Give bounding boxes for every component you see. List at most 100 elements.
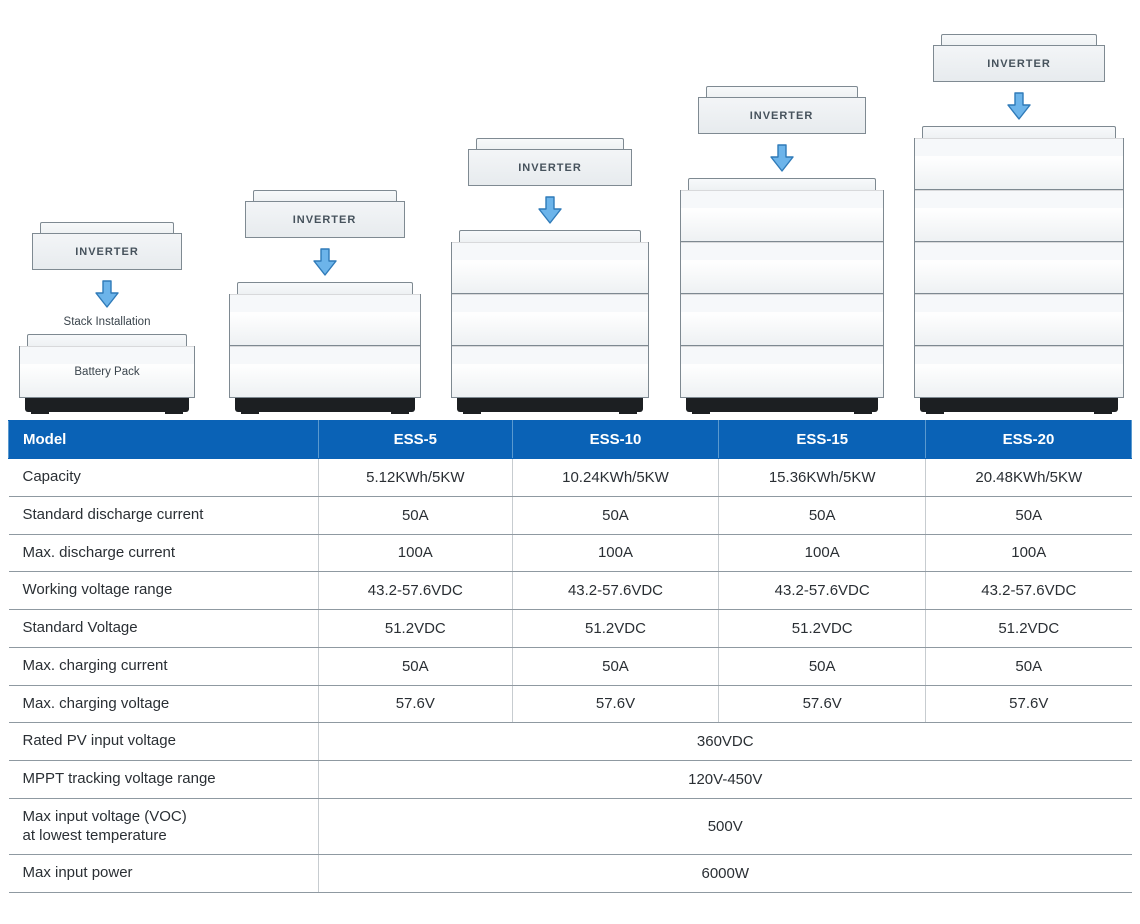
- param-name: Rated PV input voltage: [9, 723, 319, 761]
- table-row: Working voltage range43.2-57.6VDC43.2-57…: [9, 572, 1132, 610]
- spec-header-row: ModelESS-5ESS-10ESS-15ESS-20: [9, 421, 1132, 459]
- table-row: Max. charging voltage57.6V57.6V57.6V57.6…: [9, 685, 1132, 723]
- battery-stack: [229, 282, 421, 412]
- param-value: 50A: [926, 647, 1132, 685]
- col-header-ess-10: ESS-10: [512, 421, 719, 459]
- param-name: Max. charging current: [9, 647, 319, 685]
- stack-column-3: INVERTER: [676, 8, 888, 412]
- inverter-box: INVERTER: [468, 138, 632, 186]
- stack-column-1: INVERTER: [225, 8, 425, 412]
- battery-module: [229, 346, 421, 398]
- param-value: 50A: [512, 647, 719, 685]
- inverter-box: INVERTER: [933, 34, 1105, 82]
- stack-column-4: INVERTER: [910, 8, 1128, 412]
- col-header-ess-20: ESS-20: [926, 421, 1132, 459]
- param-value: 50A: [926, 496, 1132, 534]
- inverter-box: INVERTER: [698, 86, 866, 134]
- table-row: Max input voltage (VOC)at lowest tempera…: [9, 798, 1132, 855]
- param-value: 15.36KWh/5KW: [719, 459, 926, 497]
- spec-table: ModelESS-5ESS-10ESS-15ESS-20 Capacity5.1…: [8, 420, 1132, 893]
- param-value: 100A: [926, 534, 1132, 572]
- down-arrow-icon: [312, 248, 338, 276]
- param-name: Max input voltage (VOC)at lowest tempera…: [9, 798, 319, 855]
- param-value: 20.48KWh/5KW: [926, 459, 1132, 497]
- col-header-model: Model: [9, 421, 319, 459]
- battery-module: [451, 242, 649, 294]
- table-row: Max. charging current50A50A50A50A: [9, 647, 1132, 685]
- param-value: 43.2-57.6VDC: [719, 572, 926, 610]
- table-row: Capacity5.12KWh/5KW10.24KWh/5KW15.36KWh/…: [9, 459, 1132, 497]
- down-arrow-icon: [94, 280, 120, 308]
- param-name-line: Max input power: [23, 864, 307, 883]
- battery-module: [680, 190, 884, 242]
- table-row: Standard discharge current50A50A50A50A: [9, 496, 1132, 534]
- param-value: 100A: [319, 534, 513, 572]
- col-header-ess-5: ESS-5: [319, 421, 513, 459]
- table-row: Max input power 6000W: [9, 855, 1132, 893]
- param-value-span: 500V: [319, 798, 1132, 855]
- param-name-line: Max. discharge current: [23, 544, 307, 563]
- param-name: Max. discharge current: [9, 534, 319, 572]
- param-value: 50A: [319, 647, 513, 685]
- inverter-label: INVERTER: [468, 149, 632, 186]
- param-value: 43.2-57.6VDC: [319, 572, 513, 610]
- battery-module: [451, 346, 649, 398]
- param-value: 51.2VDC: [926, 610, 1132, 648]
- param-name-line: Max input voltage (VOC): [23, 808, 307, 827]
- inverter-box: INVERTER: [32, 222, 182, 270]
- param-value: 50A: [319, 496, 513, 534]
- param-value: 50A: [719, 496, 926, 534]
- param-value: 57.6V: [512, 685, 719, 723]
- table-row: Standard Voltage51.2VDC51.2VDC51.2VDC51.…: [9, 610, 1132, 648]
- stack-diagram: INVERTERStack InstallationBattery PackIN…: [8, 8, 1132, 420]
- param-value: 50A: [719, 647, 926, 685]
- param-value-span: 6000W: [319, 855, 1132, 893]
- table-row: Rated PV input voltage 360VDC: [9, 723, 1132, 761]
- stack-column-0: INVERTER Stack Installation Battery Pack: [12, 8, 202, 412]
- battery-stack: Battery Pack: [19, 334, 195, 412]
- param-value: 57.6V: [719, 685, 926, 723]
- param-name: Working voltage range: [9, 572, 319, 610]
- param-value: 43.2-57.6VDC: [926, 572, 1132, 610]
- param-value: 57.6V: [319, 685, 513, 723]
- inverter-label: INVERTER: [698, 97, 866, 134]
- battery-module: [914, 294, 1124, 346]
- inverter-label: INVERTER: [933, 45, 1105, 82]
- param-name: Standard Voltage: [9, 610, 319, 648]
- down-arrow-icon: [1006, 92, 1032, 120]
- param-value: 51.2VDC: [319, 610, 513, 648]
- battery-module: [451, 294, 649, 346]
- param-value: 51.2VDC: [512, 610, 719, 648]
- param-name-line: Max. charging current: [23, 657, 307, 676]
- inverter-box: INVERTER: [245, 190, 405, 238]
- param-value-span: 360VDC: [319, 723, 1132, 761]
- param-value: 100A: [512, 534, 719, 572]
- param-name-line: MPPT tracking voltage range: [23, 770, 307, 789]
- param-name-line: Rated PV input voltage: [23, 732, 307, 751]
- param-name: Max. charging voltage: [9, 685, 319, 723]
- stack-column-2: INVERTER: [447, 8, 653, 412]
- battery-module: [680, 294, 884, 346]
- battery-module: [680, 346, 884, 398]
- param-name-line: Standard discharge current: [23, 506, 307, 525]
- inverter-label: INVERTER: [32, 233, 182, 270]
- inverter-label: INVERTER: [245, 201, 405, 238]
- param-name: Standard discharge current: [9, 496, 319, 534]
- stack-installation-label: Stack Installation: [64, 316, 151, 328]
- param-name-line: Max. charging voltage: [23, 695, 307, 714]
- down-arrow-icon: [537, 196, 563, 224]
- col-header-ess-15: ESS-15: [719, 421, 926, 459]
- param-value-span: 120V-450V: [319, 761, 1132, 799]
- param-name-line: Standard Voltage: [23, 619, 307, 638]
- param-value: 50A: [512, 496, 719, 534]
- param-name-line: at lowest temperature: [23, 827, 307, 846]
- battery-stack: [451, 230, 649, 412]
- battery-module: [914, 242, 1124, 294]
- param-value: 100A: [719, 534, 926, 572]
- param-value: 51.2VDC: [719, 610, 926, 648]
- table-row: MPPT tracking voltage range 120V-450V: [9, 761, 1132, 799]
- battery-stack: [914, 126, 1124, 412]
- param-name: Capacity: [9, 459, 319, 497]
- battery-module: [914, 190, 1124, 242]
- battery-module: [914, 346, 1124, 398]
